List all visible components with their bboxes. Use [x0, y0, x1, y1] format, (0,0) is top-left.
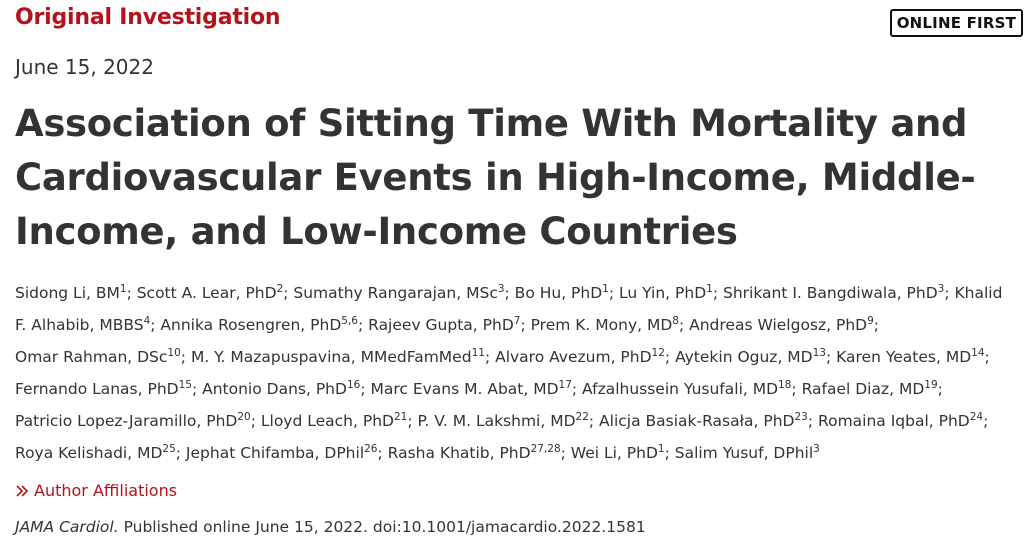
author-line: F. Alhabib, MBBS4; Annika Rosengren, PhD… — [15, 309, 1025, 341]
author-text: Roya Kelishadi, MD — [15, 444, 163, 462]
author-text: ; — [937, 380, 943, 398]
affiliation-superscript: 18 — [778, 379, 792, 391]
author-text: Sidong Li, BM — [15, 284, 120, 302]
author-line: Patricio Lopez-Jaramillo, PhD20; Lloyd L… — [15, 405, 1025, 437]
affiliation-superscript: 12 — [651, 347, 665, 359]
affiliation-superscript: 15 — [178, 379, 192, 391]
author-text: ; Khalid — [944, 284, 1003, 302]
author-text: ; Scott A. Lear, PhD — [126, 284, 277, 302]
citation: JAMA Cardiol. Published online June 15, … — [15, 518, 646, 536]
author-text: ; Annika Rosengren, PhD — [150, 316, 342, 334]
author-text: ; Salim Yusuf, DPhil — [664, 444, 814, 462]
affiliation-superscript: 24 — [969, 411, 984, 423]
affiliation-superscript: 5,6 — [341, 315, 358, 327]
author-text: ; Prem K. Mony, MD — [520, 316, 673, 334]
author-line: Omar Rahman, DSc10; M. Y. Mazapuspavina,… — [15, 341, 1025, 373]
author-text: ; Rasha Khatib, PhD — [377, 444, 531, 462]
affiliation-superscript: 8 — [672, 315, 679, 327]
affiliation-superscript: 21 — [393, 411, 408, 423]
title-line: Income, and Low-Income Countries — [15, 210, 738, 253]
author-text: ; Karen Yeates, MD — [825, 348, 972, 366]
author-text: ; P. V. M. Lakshmi, MD — [407, 412, 576, 430]
affiliation-superscript: 1 — [602, 283, 609, 295]
author-text: ; Alicja Basiak-Rasała, PhD — [588, 412, 795, 430]
author-text: ; — [984, 348, 990, 366]
section-label: Original Investigation — [15, 5, 281, 30]
title-line: Association of Sitting Time With Mortali… — [15, 102, 968, 145]
author-text: ; Lloyd Leach, PhD — [250, 412, 394, 430]
author-text: ; Alvaro Avezum, PhD — [484, 348, 652, 366]
author-text: ; Marc Evans M. Abat, MD — [360, 380, 559, 398]
affiliation-superscript: 22 — [575, 411, 589, 423]
author-line: Sidong Li, BM1; Scott A. Lear, PhD2; Sum… — [15, 277, 1025, 309]
author-text: Patricio Lopez-Jaramillo, PhD — [15, 412, 238, 430]
affiliation-superscript: 25 — [162, 443, 176, 455]
author-text: ; Antonio Dans, PhD — [191, 380, 347, 398]
author-text: ; Rafael Diaz, MD — [791, 380, 925, 398]
affiliation-superscript: 23 — [794, 411, 808, 423]
author-text: ; Romaina Iqbal, PhD — [807, 412, 970, 430]
author-text: F. Alhabib, MBBS — [15, 316, 144, 334]
author-text: ; Shrikant I. Bangdiwala, PhD — [712, 284, 938, 302]
affiliation-superscript: 7 — [513, 315, 521, 327]
affiliation-superscript: 17 — [558, 379, 572, 391]
affiliation-superscript: 2 — [276, 283, 284, 295]
author-text: ; Lu Yin, PhD — [608, 284, 707, 302]
affiliation-superscript: 19 — [924, 379, 938, 391]
affiliation-superscript: 14 — [971, 347, 985, 359]
author-text: ; Rajeev Gupta, PhD — [357, 316, 514, 334]
author-text: ; Aytekin Oguz, MD — [664, 348, 813, 366]
affiliation-superscript: 3 — [497, 283, 505, 295]
citation-details: Published online June 15, 2022. doi:10.1… — [118, 518, 646, 536]
author-text: Fernando Lanas, PhD — [15, 380, 179, 398]
affiliation-superscript: 13 — [812, 347, 826, 359]
author-text: ; — [983, 412, 989, 430]
author-text: ; Afzalhussein Yusufali, MD — [571, 380, 779, 398]
author-line: Fernando Lanas, PhD15; Antonio Dans, PhD… — [15, 373, 1025, 405]
affiliation-superscript: 1 — [119, 283, 127, 295]
author-text: ; — [873, 316, 880, 334]
author-list: Sidong Li, BM1; Scott A. Lear, PhD2; Sum… — [15, 277, 1025, 469]
author-text: ; Sumathy Rangarajan, MSc — [283, 284, 498, 302]
affiliation-superscript: 1 — [706, 283, 713, 295]
publication-date: June 15, 2022 — [15, 55, 154, 79]
author-affiliations-link[interactable]: Author Affiliations — [15, 481, 177, 500]
author-line: Roya Kelishadi, MD25; Jephat Chifamba, D… — [15, 437, 1025, 469]
author-text: Omar Rahman, DSc — [15, 348, 168, 366]
author-text: ; Wei Li, PhD — [560, 444, 658, 462]
author-text: ; Andreas Wielgosz, PhD — [678, 316, 868, 334]
affiliation-superscript: 16 — [346, 379, 361, 391]
article-header: Original Investigation ONLINE FIRST June… — [15, 0, 1025, 543]
article-title: Association of Sitting Time With Mortali… — [15, 97, 995, 259]
affiliation-superscript: 4 — [143, 315, 151, 327]
online-first-badge: ONLINE FIRST — [889, 9, 1023, 37]
affiliation-superscript: 3 — [813, 443, 820, 455]
affiliation-superscript: 20 — [237, 411, 251, 423]
author-text: ; Bo Hu, PhD — [504, 284, 603, 302]
affiliation-superscript: 11 — [471, 347, 485, 359]
author-affiliations-label: Author Affiliations — [34, 481, 178, 500]
affiliation-superscript: 27,28 — [530, 443, 561, 455]
affiliation-superscript: 10 — [167, 347, 181, 359]
affiliation-superscript: 9 — [867, 315, 874, 327]
citation-journal: JAMA Cardiol. — [15, 518, 119, 536]
author-text: ; M. Y. Mazapuspavina, MMedFamMed — [180, 348, 472, 366]
affiliation-superscript: 3 — [937, 283, 945, 295]
author-text: ; Jephat Chifamba, DPhil — [175, 444, 365, 462]
title-line: Cardiovascular Events in High-Income, Mi… — [15, 156, 976, 199]
double-chevron-right-icon — [16, 484, 29, 497]
affiliation-superscript: 26 — [364, 443, 378, 455]
affiliation-superscript: 1 — [657, 443, 665, 455]
